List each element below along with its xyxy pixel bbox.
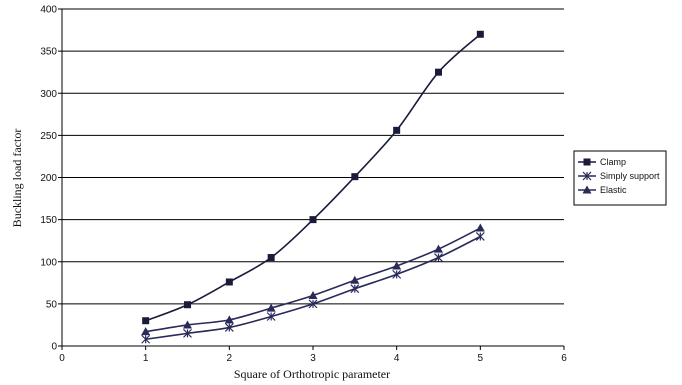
y-tick-labels: 0 50 100 150 200 250 300 350 400 [40, 5, 57, 353]
data-point [309, 216, 317, 224]
series-line [145, 227, 481, 333]
legend-label: Clamp [600, 157, 626, 167]
legend: Clamp Simply support Elastic [573, 150, 667, 206]
y-tick-label: 150 [40, 215, 57, 226]
y-tick-label: 350 [40, 47, 57, 58]
x-tick-label: 1 [143, 353, 149, 364]
data-point [475, 223, 485, 232]
x-tick-label: 0 [59, 353, 65, 364]
data-point [267, 254, 275, 262]
data-point [266, 303, 276, 312]
data-point [142, 317, 150, 325]
y-axis-label: Buckling load factor [10, 129, 24, 228]
x-tick-label: 4 [394, 353, 400, 364]
data-point [141, 327, 151, 336]
axes [58, 8, 565, 350]
data-point [183, 328, 192, 338]
y-tick-label: 400 [40, 5, 57, 16]
y-tick-label: 100 [40, 257, 57, 268]
y-tick-label: 300 [40, 89, 57, 100]
legend-item: Elastic [578, 185, 627, 195]
y-tick-label: 250 [40, 131, 57, 142]
data-point [224, 323, 234, 332]
data-point [392, 269, 402, 279]
x-tick-label: 3 [310, 353, 316, 364]
x-tick-labels: 0 1 2 3 4 5 6 [59, 353, 567, 364]
legend-label: Simply support [600, 171, 660, 181]
legend-item: Simply support [578, 171, 660, 181]
data-point [184, 301, 191, 309]
data-point [141, 334, 151, 344]
series-group [141, 30, 485, 344]
data-point [476, 30, 484, 38]
data-point [434, 253, 443, 262]
x-tick-label: 5 [478, 353, 484, 364]
y-tick-label: 0 [51, 342, 57, 353]
data-point [393, 126, 401, 134]
gridlines [62, 8, 564, 305]
legend-item: Clamp [578, 157, 626, 167]
data-point [350, 275, 360, 284]
y-tick-label: 50 [46, 299, 58, 310]
series-clamp [142, 30, 484, 325]
data-point [224, 315, 234, 324]
data-point [351, 173, 359, 181]
x-tick-label: 2 [227, 353, 233, 364]
data-point [308, 290, 318, 299]
x-axis-label: Square of Orthotropic parameter [234, 367, 390, 381]
legend-label: Elastic [600, 185, 627, 195]
data-point [308, 299, 318, 309]
data-point [435, 68, 442, 76]
series-simply-support [141, 232, 485, 344]
data-point [266, 312, 276, 321]
legend-marker [582, 171, 592, 181]
data-point [225, 278, 233, 286]
data-point [350, 284, 360, 294]
data-point [183, 320, 192, 329]
x-tick-label: 6 [561, 353, 567, 364]
data-point [434, 244, 443, 253]
data-point [392, 261, 402, 270]
data-point [475, 232, 485, 241]
series-elastic [141, 223, 485, 336]
legend-marker [582, 185, 592, 194]
legend-marker [583, 158, 591, 166]
y-tick-label: 200 [40, 173, 57, 184]
